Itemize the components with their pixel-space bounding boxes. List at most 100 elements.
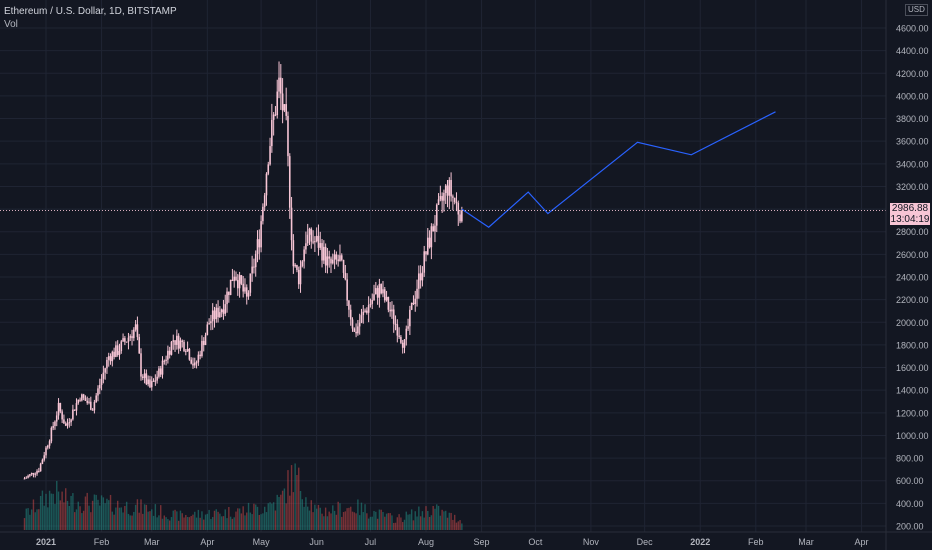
volume-bar xyxy=(41,490,44,530)
candle-body xyxy=(188,349,191,360)
candle-body xyxy=(455,201,458,204)
candle-body xyxy=(145,373,148,385)
volume-bar xyxy=(211,517,214,530)
volume-bar xyxy=(156,517,158,530)
volume-bar xyxy=(57,491,60,530)
volume-bar xyxy=(79,506,81,530)
volume-bar xyxy=(38,509,40,530)
candle-body xyxy=(174,340,176,345)
volume-bar xyxy=(149,511,151,530)
candle-body xyxy=(168,350,171,355)
candle-body xyxy=(367,305,370,313)
candle-body xyxy=(419,273,422,281)
time-axis[interactable]: 2021 Feb Mar Apr May Jun Jul Aug Sep Oct Nov Dec 202… xyxy=(0,531,932,547)
volume-bar xyxy=(263,506,266,530)
volume-bar xyxy=(407,514,409,530)
volume-bar xyxy=(95,494,97,530)
candle-body xyxy=(77,399,80,404)
volume-bar xyxy=(100,495,103,530)
candle-body xyxy=(165,359,167,361)
price-tick-label: 1200.00 xyxy=(896,408,929,418)
volume-bar xyxy=(176,511,178,530)
volume-bar xyxy=(154,504,157,530)
price-tick-label: 2800.00 xyxy=(896,227,929,237)
volume-bar xyxy=(201,511,203,530)
volume-bar xyxy=(43,505,45,530)
candle-body xyxy=(131,336,133,339)
volume-bar xyxy=(131,515,133,530)
volume-bar xyxy=(393,522,395,530)
volume-bar xyxy=(405,511,407,530)
time-tick-label: Mar xyxy=(144,537,160,547)
volume-bar xyxy=(321,513,323,530)
candle-body xyxy=(396,324,399,336)
volume-legend[interactable]: Vol xyxy=(4,19,18,30)
candle-body xyxy=(68,422,71,424)
candle-body xyxy=(90,401,92,410)
volume-bar xyxy=(244,515,246,530)
volume-bar xyxy=(324,507,327,530)
volume-bar xyxy=(72,493,74,530)
price-tick-label: 800.00 xyxy=(896,454,924,464)
volume-bar xyxy=(375,511,377,530)
volume-bar xyxy=(355,513,357,530)
candle-body xyxy=(138,337,141,354)
candle-body xyxy=(297,269,300,285)
volume-bar xyxy=(434,508,436,530)
volume-bar xyxy=(378,509,381,530)
volume-bar xyxy=(39,495,42,530)
price-tick-label: 1400.00 xyxy=(896,386,929,396)
volume-bar xyxy=(332,505,334,530)
volume-bar xyxy=(384,516,386,530)
volume-bar xyxy=(195,517,198,530)
volume-bar xyxy=(48,490,51,530)
candle-body xyxy=(100,378,103,386)
candle-body xyxy=(34,473,37,475)
candle-body xyxy=(170,341,173,355)
candle-body xyxy=(235,276,237,281)
candle-body xyxy=(321,243,323,261)
volume-bar xyxy=(34,512,36,530)
projection-path xyxy=(461,111,776,228)
volume-bar xyxy=(391,515,393,530)
price-axis[interactable]: 200.00 400.00 600.00 800.00 1000.00 1200.00 14… xyxy=(885,0,932,550)
candle-body xyxy=(192,363,194,366)
candle-body xyxy=(421,272,424,281)
volume-bar xyxy=(436,504,438,530)
volume-bar xyxy=(217,511,219,530)
candle-body xyxy=(276,91,279,116)
price-tick-label: 4400.00 xyxy=(896,46,929,56)
volume-bar xyxy=(90,512,92,530)
volume-bar xyxy=(172,510,174,530)
volume-bar xyxy=(344,511,347,530)
candle-body xyxy=(452,196,454,198)
candle-body xyxy=(254,253,257,268)
volume-bar xyxy=(215,509,217,530)
volume-bar xyxy=(70,495,72,530)
candle-body xyxy=(172,340,175,342)
candle-body xyxy=(181,340,184,342)
symbol-title[interactable]: Ethereum / U.S. Dollar, 1D, BITSTAMP xyxy=(4,6,177,17)
candle-body xyxy=(50,427,53,442)
volume-bar xyxy=(23,518,26,530)
candle-body xyxy=(46,445,49,448)
currency-badge[interactable]: USD xyxy=(905,4,928,16)
volume-bar xyxy=(432,505,434,530)
candle-body xyxy=(226,291,228,305)
volume-bar xyxy=(152,515,155,530)
volume-bar xyxy=(228,507,230,530)
candle-body xyxy=(296,264,298,270)
volume-bar xyxy=(459,520,461,530)
candle-body xyxy=(443,192,445,201)
volume-bar xyxy=(161,518,164,530)
price-tick-label: 3600.00 xyxy=(896,137,929,147)
candle-body xyxy=(156,376,158,381)
candle-body xyxy=(210,321,212,324)
volume-bar xyxy=(443,511,445,530)
grid xyxy=(0,0,886,532)
time-tick-label: May xyxy=(253,537,271,547)
volume-bar xyxy=(91,500,94,530)
candle-body xyxy=(287,115,289,157)
volume-bar xyxy=(299,490,302,530)
